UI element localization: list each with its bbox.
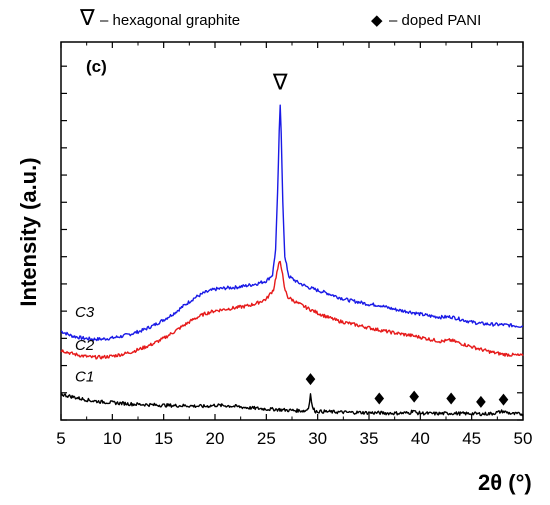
phase-markers: ∇ — [272, 70, 509, 408]
series-line-c1 — [60, 393, 524, 417]
x-tick-label: 15 — [154, 429, 173, 448]
x-tick-label: 40 — [411, 429, 430, 448]
x-axis-title-unit: (°) — [502, 470, 532, 495]
pani-marker — [374, 392, 385, 405]
x-tick-label: 5 — [56, 429, 65, 448]
legend-graphite-symbol: ∇ — [79, 6, 95, 31]
x-axis-tick-labels: 5 10 15 20 25 30 35 40 45 50 — [56, 429, 532, 448]
series-line-c2 — [60, 260, 524, 360]
x-tick-label: 30 — [308, 429, 327, 448]
series-label-c3: C3 — [75, 304, 95, 321]
legend-pani-symbol: ◆ — [371, 12, 383, 29]
legend-pani-text: – doped PANI — [389, 12, 481, 29]
series-labels: C3 C2 C1 — [75, 304, 95, 385]
y-axis-title: Intensity (a.u.) — [16, 157, 41, 306]
y-axis-ticks — [61, 65, 523, 421]
pani-marker — [476, 395, 486, 408]
series-label-c1: C1 — [75, 368, 94, 385]
x-tick-label: 20 — [206, 429, 225, 448]
x-axis-title-symbol: θ — [490, 470, 502, 495]
x-tick-label: 10 — [103, 429, 122, 448]
x-axis-title-main: 2 — [478, 470, 490, 495]
x-tick-label: 35 — [360, 429, 379, 448]
plot-frame — [60, 41, 524, 421]
x-tick-label: 45 — [462, 429, 481, 448]
legend: ∇ – hexagonal graphite ◆ – doped PANI — [79, 6, 481, 31]
x-tick-label: 25 — [257, 429, 276, 448]
pani-marker — [446, 392, 456, 405]
pani-marker — [305, 373, 316, 386]
series-line-c3 — [60, 104, 524, 342]
series-lines — [60, 104, 524, 417]
x-tick-label: 50 — [514, 429, 533, 448]
x-axis-ticks — [60, 42, 524, 420]
panel-label: (c) — [86, 57, 107, 76]
x-axis-title: 2θ (°) — [478, 470, 532, 495]
pani-marker — [498, 393, 509, 406]
series-label-c2: C2 — [75, 337, 95, 354]
legend-graphite-text: – hexagonal graphite — [100, 12, 240, 29]
pani-marker — [409, 390, 419, 403]
graphite-peak-marker: ∇ — [272, 70, 288, 95]
